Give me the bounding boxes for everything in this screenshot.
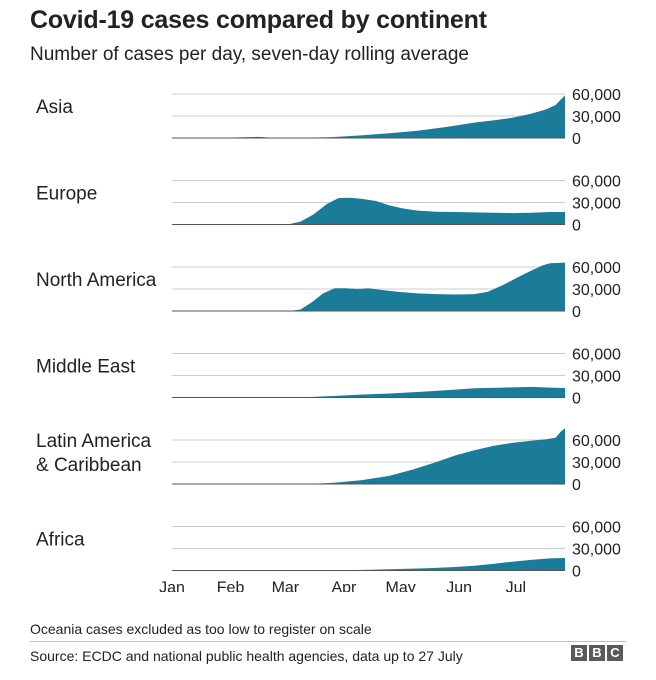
footer-divider (30, 641, 626, 642)
y-tick-label: 30,000 (572, 369, 621, 386)
y-tick-label: 0 (572, 304, 581, 321)
x-tick-label: Jul (506, 580, 526, 593)
y-tick-label: 60,000 (572, 347, 621, 364)
y-tick-label: 60,000 (572, 520, 621, 537)
chart-title: Covid-19 cases compared by continent (30, 6, 487, 34)
panel-label: Middle East (36, 357, 136, 378)
y-tick-label: 30,000 (572, 282, 621, 299)
y-tick-label: 60,000 (572, 87, 621, 104)
y-tick-label: 60,000 (572, 260, 621, 277)
y-tick-label: 30,000 (572, 109, 621, 126)
bbc-logo-letter: B (571, 645, 587, 661)
panel-label: Europe (36, 184, 97, 205)
y-tick-label: 60,000 (572, 174, 621, 191)
area-series (172, 197, 565, 225)
source-note: Source: ECDC and national public health … (30, 648, 463, 664)
y-tick-label: 0 (572, 477, 581, 494)
y-tick-label: 0 (572, 218, 581, 235)
x-tick-label: Jun (446, 580, 472, 593)
x-tick-label: May (386, 580, 416, 593)
x-tick-label: Feb (217, 580, 245, 593)
area-series (172, 428, 565, 484)
y-tick-label: 0 (572, 131, 581, 148)
area-series (172, 558, 565, 571)
bbc-logo-letter: C (607, 645, 623, 661)
y-tick-label: 0 (572, 391, 581, 408)
y-tick-label: 30,000 (572, 196, 621, 213)
area-series (172, 386, 565, 398)
bbc-logo-letter: B (589, 645, 605, 661)
panel-label: North America (36, 270, 157, 291)
area-series (172, 95, 565, 138)
panel-label: Africa (36, 530, 85, 551)
y-tick-label: 30,000 (572, 455, 621, 472)
y-tick-label: 0 (572, 564, 581, 581)
bbc-logo: B B C (571, 645, 623, 661)
x-tick-label: Apr (331, 580, 357, 593)
footnote: Oceania cases excluded as too low to reg… (30, 621, 372, 637)
x-tick-label: Mar (272, 580, 300, 593)
panel-label: Latin America (36, 431, 152, 452)
panel-label: & Caribbean (36, 455, 142, 476)
x-tick-label: Jan (159, 580, 185, 593)
area-series (172, 262, 565, 311)
chart-subtitle: Number of cases per day, seven-day rolli… (30, 44, 469, 65)
y-tick-label: 60,000 (572, 433, 621, 450)
y-tick-label: 30,000 (572, 542, 621, 559)
panel-label: Asia (36, 97, 73, 118)
small-multiples-chart: 0 30,000 60,000 Asia 0 30,000 60,000 Europe 0 30,… (36, 87, 621, 593)
